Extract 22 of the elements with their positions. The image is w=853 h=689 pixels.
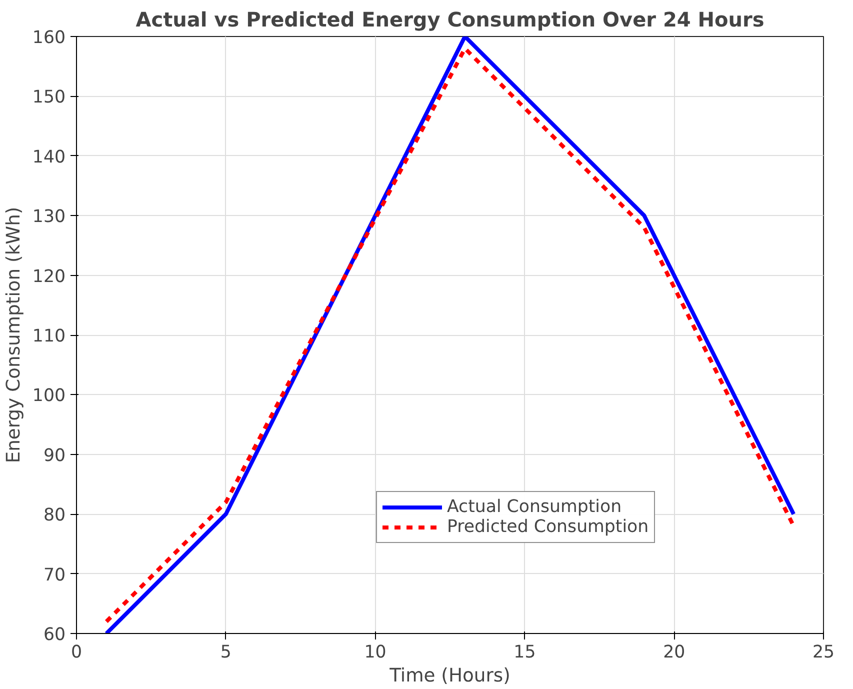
y-tick-label: 70 <box>43 565 66 586</box>
x-tick-label: 10 <box>364 642 386 662</box>
legend-label: Predicted Consumption <box>447 517 649 537</box>
x-tick-label: 5 <box>220 642 232 662</box>
chart-title: Actual vs Predicted Energy Consumption Over 24 Hours <box>136 8 764 32</box>
x-tick-label: 25 <box>812 642 835 662</box>
y-tick-label: 90 <box>43 446 66 466</box>
y-tick-label: 60 <box>43 625 66 645</box>
y-axis-title: Energy Consumption (kWh) <box>3 206 24 464</box>
x-tick-label: 20 <box>663 642 686 662</box>
y-tick-label: 160 <box>32 28 66 48</box>
y-tick-label: 110 <box>32 326 66 346</box>
legend-label: Actual Consumption <box>447 497 622 517</box>
x-tick-label: 0 <box>70 642 82 662</box>
y-tick-label: 120 <box>32 266 66 287</box>
y-tick-label: 100 <box>32 386 66 406</box>
x-tick-label: 15 <box>514 642 536 662</box>
x-axis-title: Time (Hours) <box>388 666 510 686</box>
y-tick-label: 140 <box>32 147 66 168</box>
y-tick-label: 150 <box>32 88 66 108</box>
y-tick-label: 130 <box>32 207 66 228</box>
y-tick-label: 80 <box>43 506 66 526</box>
